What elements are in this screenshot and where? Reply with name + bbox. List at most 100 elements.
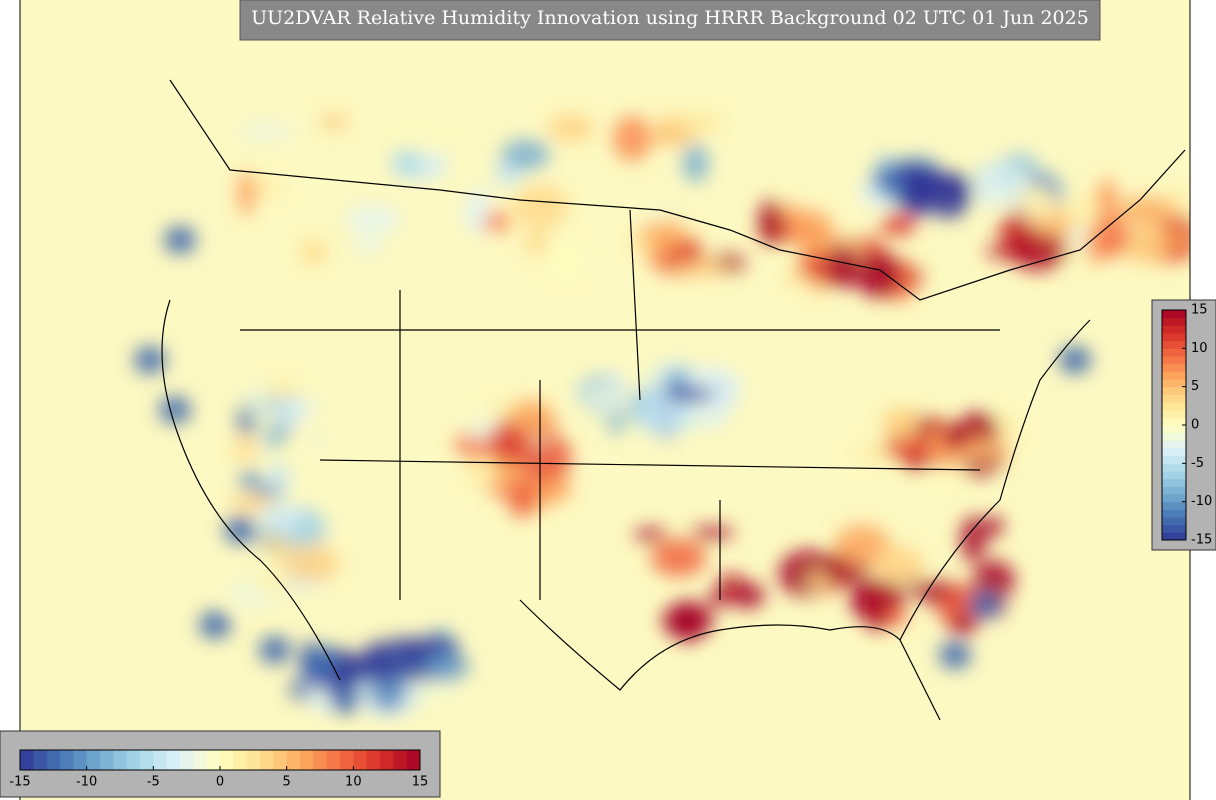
field-patch — [493, 459, 512, 482]
colorbar-tick-label: -10 — [76, 775, 97, 790]
colorbar-tick-label: -10 — [1191, 494, 1212, 509]
field-patch — [522, 403, 544, 438]
field-patch — [501, 139, 550, 170]
colorbar-segment — [1162, 448, 1186, 457]
colorbar-segment — [286, 750, 301, 770]
colorbar-segment — [340, 750, 354, 770]
colorbar-segment — [1162, 402, 1186, 411]
field-patch — [549, 242, 583, 280]
colorbar-tick-label: -5 — [147, 775, 160, 790]
field-patch — [391, 148, 424, 177]
colorbar-segment — [1162, 325, 1186, 334]
field-patch — [880, 409, 918, 435]
colorbar-segment — [1162, 394, 1186, 403]
colorbar-segment — [1162, 463, 1186, 472]
colorbar-segment — [1162, 471, 1186, 480]
field-patch — [855, 251, 901, 298]
colorbar-segment — [166, 750, 181, 770]
field-patch — [236, 121, 296, 142]
field-patch — [421, 652, 470, 683]
colorbar-tick-label: 10 — [1191, 341, 1208, 356]
field-patch — [903, 578, 925, 593]
field-patch — [637, 391, 694, 437]
field-patch — [960, 515, 986, 563]
field-patch — [707, 590, 730, 608]
colorbar-segment — [1162, 386, 1186, 395]
field-patch — [238, 170, 255, 216]
colorbar-segment — [1162, 517, 1186, 526]
field-patch — [134, 346, 166, 374]
colorbar-segment — [1162, 348, 1186, 357]
field-patch — [525, 471, 572, 504]
colorbar-segment — [260, 750, 274, 770]
field-patch — [345, 652, 404, 681]
colorbar-tick-label: 5 — [283, 775, 291, 790]
field-patch — [972, 560, 1015, 601]
colorbar-segment — [33, 750, 48, 770]
colorbar-segment — [1162, 409, 1186, 418]
field-patch — [344, 204, 402, 235]
colorbar-segment — [273, 750, 288, 770]
field-patch — [507, 478, 537, 518]
colorbar-segment — [1162, 432, 1186, 441]
field-patch — [224, 516, 256, 544]
field-patch — [512, 184, 569, 229]
colorbar-segment — [1162, 363, 1186, 372]
field-patch — [969, 591, 1001, 619]
field-patch — [1023, 189, 1056, 227]
field-patch — [300, 644, 339, 684]
colorbar-segment — [140, 750, 154, 770]
field-patch — [759, 210, 785, 245]
colorbar-segment — [1162, 494, 1186, 503]
field-patch — [1118, 196, 1175, 226]
colorbar-segment — [1162, 317, 1186, 326]
colorbar-segment — [46, 750, 61, 770]
field-patch — [247, 382, 265, 420]
field-patch — [263, 429, 280, 450]
field-patch — [668, 113, 725, 133]
field-patch — [258, 564, 276, 578]
colorbar-tick-label: 5 — [1191, 379, 1199, 394]
field-patch — [645, 129, 698, 145]
field-patch — [984, 515, 1004, 537]
field-patch — [273, 398, 306, 428]
colorbar-segment — [393, 750, 408, 770]
field-patch — [329, 686, 361, 714]
field-patch — [884, 436, 935, 460]
colorbar-segment — [60, 750, 74, 770]
colorbar-segment — [246, 750, 261, 770]
colorbar-segment — [73, 750, 88, 770]
colorbar-segment — [300, 750, 314, 770]
colorbar-segment — [220, 750, 234, 770]
colorbar-segment — [233, 750, 248, 770]
colorbar-segment — [1162, 440, 1186, 449]
colorbar-segment — [126, 750, 141, 770]
field-patch — [982, 171, 1003, 208]
colorbar-segment — [1162, 478, 1186, 487]
field-patch — [797, 210, 834, 259]
colorbar-segment — [1162, 333, 1186, 342]
field-patch — [547, 113, 594, 143]
field-patch — [352, 236, 384, 255]
colorbar-segment — [1162, 340, 1186, 349]
map-title: UU2DVAR Relative Humidity Innovation usi… — [251, 7, 1089, 29]
colorbar-segment — [380, 750, 394, 770]
field-patch — [667, 386, 714, 403]
field-patch — [522, 229, 550, 256]
field-patch — [482, 211, 511, 232]
colorbar-segment — [100, 750, 114, 770]
colorbar-segment — [1162, 371, 1186, 380]
colorbar-segment — [1162, 417, 1186, 426]
colorbar-segment — [1162, 532, 1186, 541]
colorbar-segment — [193, 750, 208, 770]
colorbar-tick-label: -15 — [1191, 533, 1212, 548]
field-patch — [585, 380, 627, 416]
field-patch — [1030, 216, 1079, 237]
colorbar-tick-label: 15 — [1191, 303, 1208, 318]
field-patch — [230, 494, 275, 512]
field-patch — [899, 169, 934, 218]
field-patch — [873, 546, 925, 583]
field-patch — [159, 396, 191, 424]
colorbar-tick-label: 0 — [1191, 418, 1199, 433]
